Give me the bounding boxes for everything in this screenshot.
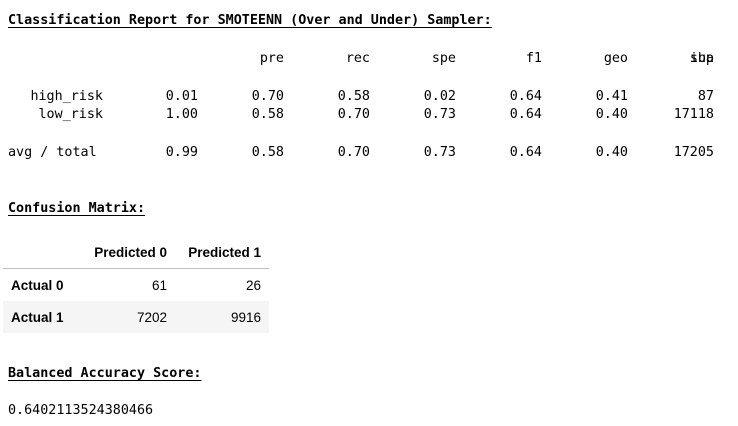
classification-report: pre rec spe f1 geo iba sup high_risk 0.0… — [8, 50, 714, 194]
column-header-predicted-1: Predicted 1 — [175, 236, 269, 269]
column-header-spe: spe — [431, 51, 456, 66]
column-header-iba: iba — [689, 51, 714, 66]
confusion-matrix-table: Predicted 0 Predicted 1 Actual 0 61 26 A… — [3, 236, 269, 333]
column-header-f1: f1 — [525, 51, 542, 66]
row-header-actual-0: Actual 0 — [11, 277, 64, 293]
table-header-row: Predicted 0 Predicted 1 — [3, 236, 269, 269]
value-pre: 0.99 — [165, 145, 198, 160]
cell-actual1-predicted1: 9916 — [230, 309, 261, 325]
value-geo: 0.64 — [509, 89, 542, 104]
balanced-accuracy-title: Balanced Accuracy Score: — [8, 366, 202, 381]
row-label: avg / total — [8, 145, 97, 160]
value-rec: 0.70 — [251, 89, 284, 104]
cell-actual0-predicted0: 61 — [151, 277, 167, 293]
value-sup: 17118 — [673, 107, 714, 122]
report-row-low-risk: low_risk 1.00 0.58 0.70 0.73 0.64 0.40 1… — [8, 106, 715, 124]
value-f1: 0.02 — [423, 89, 456, 104]
value-f1: 0.73 — [423, 107, 456, 122]
column-header-rec: rec — [345, 51, 370, 66]
column-header-predicted-0: Predicted 0 — [77, 236, 175, 269]
confusion-matrix-title: Confusion Matrix: — [8, 201, 146, 216]
value-iba: 0.41 — [595, 89, 628, 104]
value-spe: 0.70 — [337, 145, 370, 160]
value-iba: 0.40 — [595, 107, 628, 122]
report-header-row: pre rec spe f1 geo iba sup — [8, 50, 714, 68]
value-geo: 0.64 — [509, 145, 542, 160]
cell-actual1-predicted0: 7202 — [136, 309, 167, 325]
table-row: Actual 0 61 26 — [3, 269, 269, 302]
classification-report-title: Classification Report for SMOTEENN (Over… — [8, 13, 492, 28]
table-row: Actual 1 7202 9916 — [3, 301, 269, 333]
corner-cell — [3, 236, 77, 269]
value-pre: 1.00 — [165, 107, 198, 122]
value-spe: 0.58 — [337, 89, 370, 104]
row-label: low_risk — [38, 107, 104, 122]
column-header-sup: sup — [689, 51, 714, 66]
value-rec: 0.58 — [251, 107, 284, 122]
value-sup: 17205 — [673, 145, 714, 160]
report-row-avg-total: avg / total 0.99 0.58 0.70 0.73 0.64 0.4… — [8, 144, 714, 162]
balanced-accuracy-value: 0.6402113524380466 — [8, 403, 154, 418]
value-spe: 0.70 — [337, 107, 370, 122]
column-header-pre: pre — [259, 51, 284, 66]
cell-actual0-predicted1: 26 — [245, 277, 261, 293]
report-row-high-risk: high_risk 0.01 0.70 0.58 0.02 0.64 0.41 … — [8, 88, 714, 106]
value-geo: 0.64 — [509, 107, 542, 122]
value-sup: 87 — [697, 89, 714, 104]
value-rec: 0.58 — [251, 145, 284, 160]
row-label: high_risk — [30, 89, 103, 104]
value-pre: 0.01 — [165, 89, 198, 104]
row-header-actual-1: Actual 1 — [11, 309, 64, 325]
value-iba: 0.40 — [595, 145, 628, 160]
value-f1: 0.73 — [423, 145, 456, 160]
column-header-geo: geo — [603, 51, 628, 66]
